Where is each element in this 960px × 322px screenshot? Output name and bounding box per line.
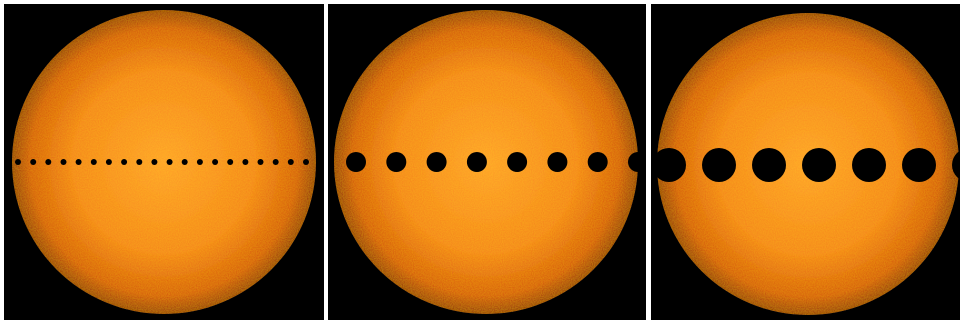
transit-dot — [952, 150, 960, 180]
transit-dot — [45, 159, 52, 165]
transit-dot — [802, 148, 836, 182]
transit-dot — [151, 159, 158, 165]
panel-large-transit — [651, 4, 960, 320]
transit-dots — [652, 148, 960, 182]
transit-dots — [346, 152, 646, 172]
transit-dot — [136, 159, 143, 165]
transit-dot — [121, 159, 128, 165]
transit-dot — [628, 152, 646, 172]
transit-dot — [702, 148, 736, 182]
sun-image-3 — [652, 13, 960, 315]
sun-image-1 — [12, 10, 316, 314]
transit-dot — [105, 159, 112, 165]
transit-dot — [652, 148, 686, 182]
transit-dot — [60, 159, 67, 165]
transit-dot — [426, 152, 447, 172]
transit-dot — [90, 159, 97, 165]
transit-dot — [166, 159, 173, 165]
transit-dot — [587, 152, 608, 172]
transit-dot — [227, 159, 234, 165]
transit-dot — [181, 159, 188, 165]
transit-dot — [902, 148, 936, 182]
transit-dot — [15, 159, 21, 165]
transit-dot — [852, 148, 886, 182]
transit-dot — [196, 159, 203, 165]
transit-dot — [242, 159, 249, 165]
transit-dot — [466, 152, 487, 172]
transit-dot — [346, 152, 366, 172]
sun-image-2 — [334, 10, 646, 314]
transit-dot — [75, 159, 82, 165]
transit-dot — [272, 159, 279, 165]
transit-dot — [752, 148, 786, 182]
transit-dot — [212, 159, 219, 165]
panel-medium-transit — [328, 4, 646, 320]
transit-dot — [303, 159, 309, 165]
transit-dot — [386, 152, 407, 172]
transit-dot — [30, 159, 37, 165]
panel-small-transit — [4, 4, 324, 320]
transit-dot — [507, 152, 528, 172]
transit-dots — [15, 159, 309, 165]
transit-dot — [287, 159, 294, 165]
transit-dot — [547, 152, 568, 172]
transit-dot — [257, 159, 264, 165]
sun-disk — [12, 10, 316, 314]
